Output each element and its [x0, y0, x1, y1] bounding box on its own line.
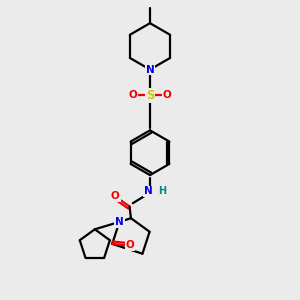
- Text: O: O: [111, 191, 120, 201]
- Text: N: N: [146, 64, 154, 74]
- Text: N: N: [144, 187, 153, 196]
- Text: O: O: [126, 240, 134, 250]
- Text: H: H: [158, 187, 166, 196]
- Text: S: S: [146, 89, 154, 102]
- Text: O: O: [163, 91, 171, 100]
- Text: N: N: [115, 217, 124, 227]
- Text: O: O: [129, 91, 137, 100]
